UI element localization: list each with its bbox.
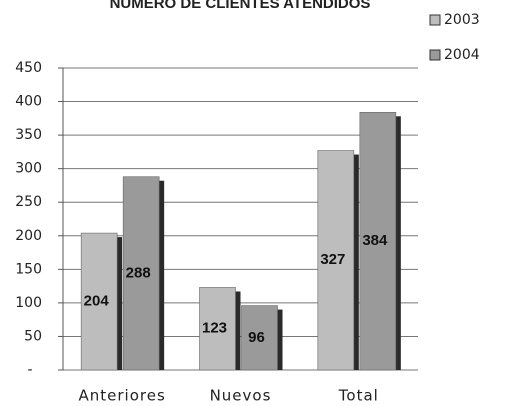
bar bbox=[317, 150, 355, 371]
bar bbox=[80, 232, 118, 371]
data-label: 384 bbox=[362, 232, 388, 249]
y-tick-label: - bbox=[27, 362, 32, 378]
y-tick-label: 150 bbox=[15, 261, 42, 277]
bar bbox=[122, 176, 160, 371]
data-label: 204 bbox=[84, 293, 110, 310]
y-tick-label: 50 bbox=[24, 328, 42, 344]
data-label: 123 bbox=[202, 320, 227, 337]
bar-shadow bbox=[159, 180, 165, 370]
data-label: 96 bbox=[248, 329, 265, 346]
x-tick-label: Total bbox=[338, 387, 379, 405]
bar-shadow bbox=[235, 291, 241, 370]
legend-label: 2004 bbox=[444, 47, 480, 63]
y-tick-label: 200 bbox=[15, 228, 42, 244]
bar-shadow bbox=[395, 116, 401, 370]
y-tick-label: 400 bbox=[15, 94, 42, 110]
legend-label: 2003 bbox=[444, 12, 480, 28]
data-label: 288 bbox=[126, 264, 151, 281]
y-tick-label: 250 bbox=[15, 194, 42, 210]
bar bbox=[241, 305, 278, 371]
bar-shadow bbox=[117, 237, 123, 370]
bar bbox=[199, 287, 236, 371]
x-tick-label: Anteriores bbox=[79, 387, 166, 405]
y-tick-label: 450 bbox=[15, 60, 42, 76]
y-tick-label: 100 bbox=[15, 295, 42, 311]
bar bbox=[359, 111, 397, 371]
bar-shadow bbox=[353, 154, 359, 370]
x-tick-label: Nuevos bbox=[210, 387, 272, 405]
y-tick-label: 350 bbox=[15, 127, 42, 143]
legend-swatch bbox=[429, 49, 441, 61]
bar-shadow bbox=[277, 309, 283, 370]
y-tick-label: 300 bbox=[15, 161, 42, 177]
chart-title: NUMERO DE CLIENTES ATENDIDOS bbox=[110, 0, 371, 12]
legend-swatch bbox=[429, 14, 441, 26]
data-label: 327 bbox=[320, 251, 345, 268]
